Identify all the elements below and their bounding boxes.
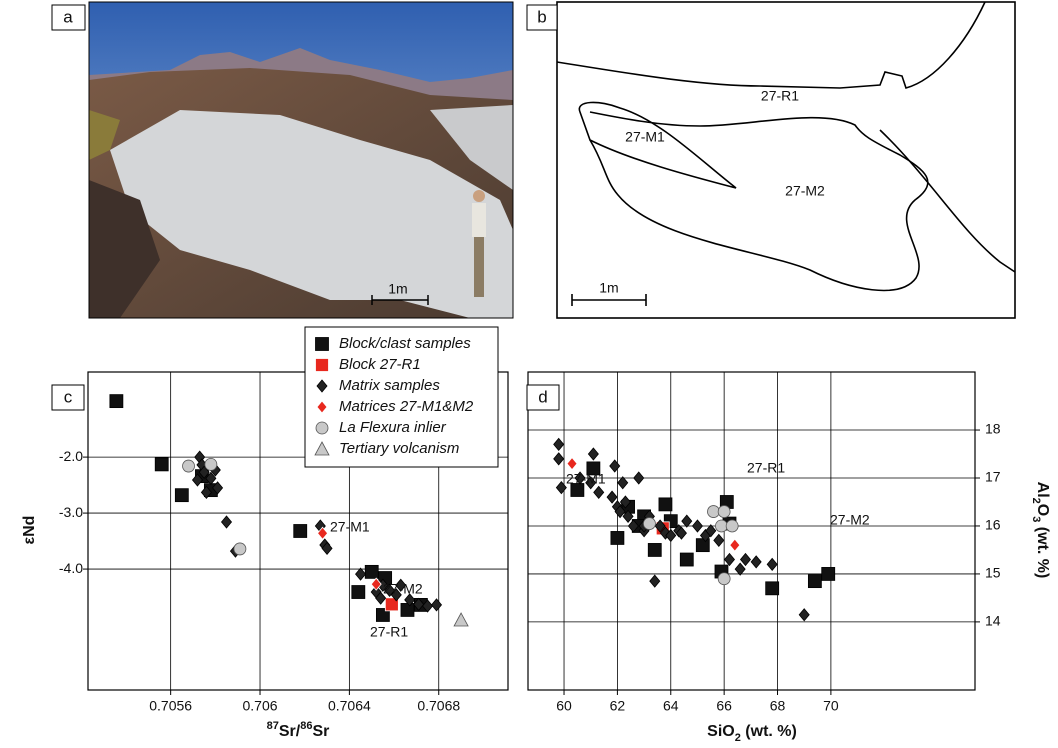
y-tick-label: -2.0 bbox=[59, 448, 83, 464]
square-marker bbox=[155, 458, 168, 471]
x-tick-label: 70 bbox=[823, 698, 839, 714]
legend-label: Block 27-R1 bbox=[339, 356, 421, 373]
annotation: 27-M2 bbox=[383, 581, 423, 597]
square-marker bbox=[352, 586, 365, 599]
circle-marker bbox=[205, 458, 217, 470]
x-tick-label: 66 bbox=[716, 698, 732, 714]
scale-label: 1m bbox=[388, 281, 407, 297]
annotation: 27-R1 bbox=[370, 624, 408, 640]
plot: 60 62 64 66 68 70 14 15 16 17 18 27-M1 27-R1 27-M2 bbox=[528, 372, 1001, 714]
circle-marker bbox=[715, 520, 727, 532]
annotation: 27-R1 bbox=[747, 460, 785, 476]
square-marker bbox=[766, 582, 779, 595]
square-marker bbox=[316, 359, 329, 372]
x-tick-label: 0.7056 bbox=[149, 698, 192, 714]
axis-label: εNd bbox=[21, 516, 38, 545]
panel-label: d bbox=[538, 387, 547, 406]
x-tick-label: 68 bbox=[770, 698, 786, 714]
y-tick-label: 16 bbox=[985, 517, 1001, 533]
square-marker bbox=[611, 531, 624, 544]
axis-label: Al2O3 (wt. %) bbox=[1030, 482, 1051, 579]
panel-label: c bbox=[64, 387, 73, 406]
sketch bbox=[557, 2, 1015, 318]
circle-marker bbox=[718, 506, 730, 518]
square-marker bbox=[294, 525, 307, 538]
circle-marker bbox=[707, 506, 719, 518]
y-tick-label: 17 bbox=[985, 469, 1001, 485]
legend-label: Block/clast samples bbox=[339, 335, 471, 352]
x-tick-label: 0.7068 bbox=[417, 698, 460, 714]
square-marker bbox=[365, 565, 378, 578]
square-marker bbox=[822, 567, 835, 580]
photo bbox=[89, 2, 513, 318]
x-tick-label: 62 bbox=[610, 698, 626, 714]
circle-marker bbox=[643, 518, 655, 530]
axis-label-part: (wt. %) bbox=[1034, 522, 1051, 578]
y-tick-label: -3.0 bbox=[59, 504, 83, 520]
figure: 1m a 27-R1 27-M1 27-M2 1m b 0.7056 0.706 0… bbox=[0, 0, 1058, 748]
scale-label: 1m bbox=[599, 280, 618, 296]
circle-marker bbox=[726, 520, 738, 532]
axis-label: SiO2 (wt. %) bbox=[707, 723, 797, 744]
region-label: 27-M2 bbox=[785, 183, 825, 199]
square-marker bbox=[175, 489, 188, 502]
axis-label-part: Sr/ bbox=[279, 723, 301, 740]
y-tick-label: 14 bbox=[985, 613, 1001, 629]
y-tick-label: -4.0 bbox=[59, 560, 83, 576]
x-tick-label: 64 bbox=[663, 698, 679, 714]
x-tick-label: 0.706 bbox=[242, 698, 277, 714]
square-marker bbox=[680, 553, 693, 566]
legend: Block/clast samples Block 27-R1 Matrix sam… bbox=[305, 327, 498, 467]
circle-marker bbox=[316, 422, 328, 434]
legend-label: Matrices 27-M1&M2 bbox=[339, 398, 474, 415]
square-marker bbox=[659, 498, 672, 511]
region-label: 27-M1 bbox=[625, 129, 665, 145]
x-tick-label: 60 bbox=[556, 698, 572, 714]
annotation: 27-M1 bbox=[330, 519, 370, 535]
square-marker bbox=[808, 575, 821, 588]
square-marker bbox=[648, 543, 661, 556]
y-tick-label: 18 bbox=[985, 421, 1001, 437]
axis-label-part: Sr bbox=[312, 723, 329, 740]
axis-label-part: O bbox=[1034, 504, 1051, 516]
circle-marker bbox=[183, 460, 195, 472]
square-marker bbox=[110, 395, 123, 408]
square-marker bbox=[401, 603, 414, 616]
legend-label: La Flexura inlier bbox=[339, 419, 447, 436]
axis-label-part: 86 bbox=[300, 720, 312, 732]
square-marker bbox=[696, 539, 709, 552]
square-marker bbox=[316, 338, 329, 351]
annotation: 27-M1 bbox=[566, 471, 606, 487]
x-tick-label: 0.7064 bbox=[328, 698, 371, 714]
region-label: 27-R1 bbox=[761, 88, 799, 104]
circle-marker bbox=[234, 543, 246, 555]
axis-label: 87Sr/86Sr bbox=[267, 720, 330, 740]
y-tick-label: 15 bbox=[985, 565, 1001, 581]
axis-label-part: Al bbox=[1034, 482, 1051, 498]
axis-label-part: (wt. %) bbox=[741, 723, 797, 740]
axis-label-part: 87 bbox=[267, 720, 279, 732]
plot-area bbox=[528, 372, 975, 690]
circle-marker bbox=[718, 573, 730, 585]
legend-label: Tertiary volcanism bbox=[339, 440, 459, 457]
panel-label: a bbox=[63, 7, 73, 26]
panel-label: b bbox=[537, 7, 546, 26]
legend-label: Matrix samples bbox=[339, 377, 440, 394]
annotation: 27-M2 bbox=[830, 512, 870, 528]
axis-label-part: SiO bbox=[707, 723, 735, 740]
